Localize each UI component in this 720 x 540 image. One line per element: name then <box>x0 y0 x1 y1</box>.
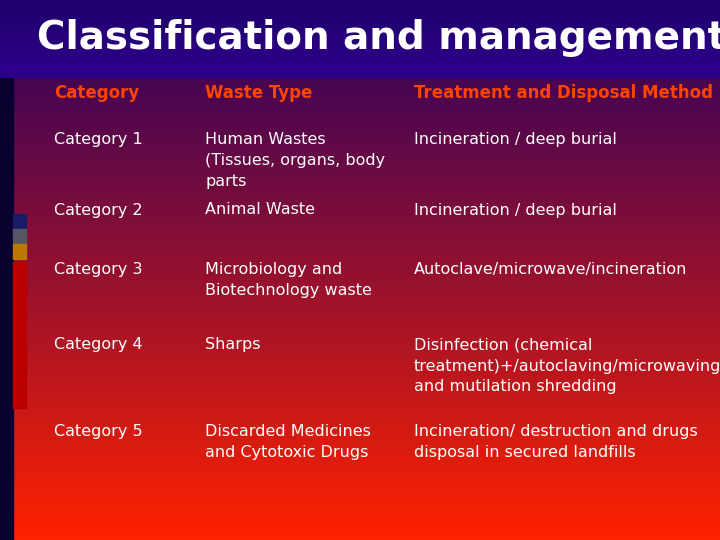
Text: Category 3: Category 3 <box>54 262 143 277</box>
Text: Waste Type: Waste Type <box>205 84 312 102</box>
Bar <box>13 214 26 230</box>
Text: Autoclave/microwave/incineration: Autoclave/microwave/incineration <box>414 262 688 277</box>
Bar <box>13 262 26 408</box>
Text: Sharps: Sharps <box>205 338 261 353</box>
Text: Disinfection (chemical
treatment)+/autoclaving/microwaving
and mutilation shredd: Disinfection (chemical treatment)+/autoc… <box>414 338 720 395</box>
Text: Category 5: Category 5 <box>54 424 143 439</box>
Text: Category: Category <box>54 84 139 102</box>
Text: Incineration / deep burial: Incineration / deep burial <box>414 132 617 147</box>
Text: Category 2: Category 2 <box>54 202 143 218</box>
Bar <box>13 244 26 259</box>
Text: Discarded Medicines
and Cytotoxic Drugs: Discarded Medicines and Cytotoxic Drugs <box>205 424 371 460</box>
Text: Category 4: Category 4 <box>54 338 143 353</box>
Text: Incineration/ destruction and drugs
disposal in secured landfills: Incineration/ destruction and drugs disp… <box>414 424 698 460</box>
Bar <box>0 78 13 540</box>
Text: Classification and management: Classification and management <box>37 19 720 57</box>
Text: Treatment and Disposal Method: Treatment and Disposal Method <box>414 84 713 102</box>
Text: Incineration / deep burial: Incineration / deep burial <box>414 202 617 218</box>
Text: Microbiology and
Biotechnology waste: Microbiology and Biotechnology waste <box>205 262 372 298</box>
Text: Human Wastes
(Tissues, organs, body
parts: Human Wastes (Tissues, organs, body part… <box>205 132 385 190</box>
Bar <box>13 229 26 244</box>
Text: Category 1: Category 1 <box>54 132 143 147</box>
Text: Animal Waste: Animal Waste <box>205 202 315 218</box>
